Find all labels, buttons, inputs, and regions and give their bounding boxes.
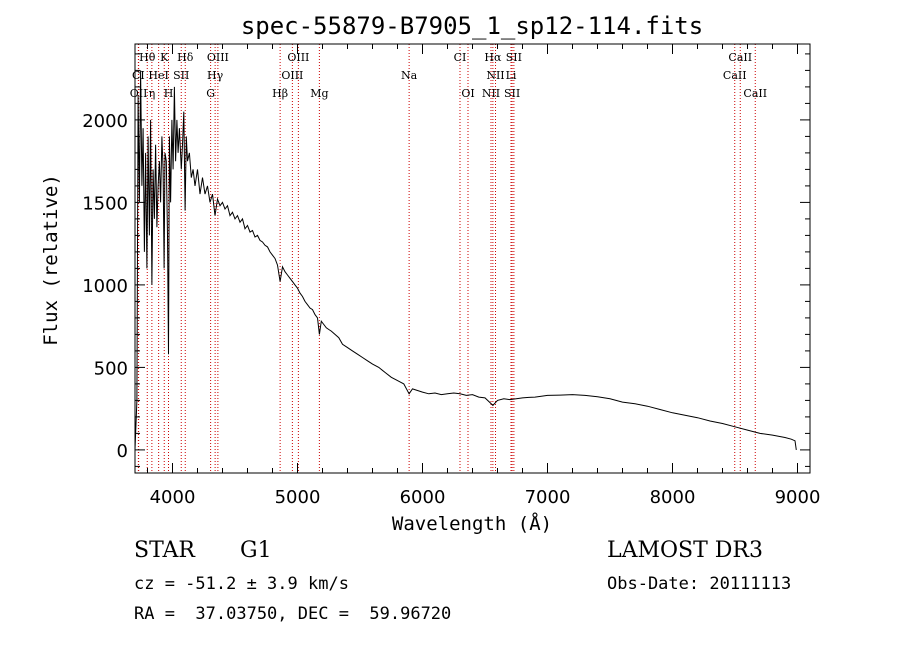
spectral-line-label: Li — [506, 69, 517, 82]
spectral-line-label: OIII — [207, 51, 229, 64]
object-class-label: STAR — [134, 538, 195, 563]
spectral-line-label: Hβ — [272, 87, 288, 100]
y-tick-label: 2000 — [82, 111, 128, 132]
spectral-line-label: CaII — [723, 69, 747, 82]
x-tick-label: 5000 — [275, 487, 321, 508]
x-tick-label: 8000 — [650, 487, 696, 508]
spectral-line-label: SII — [173, 69, 189, 82]
x-axis-label: Wavelength (Å) — [392, 512, 552, 535]
spectral-line-label: H — [164, 87, 174, 100]
spectral-line-label: OIII — [281, 69, 303, 82]
spectral-line-label: HeI — [148, 69, 168, 82]
y-axis-label: Flux (relative) — [40, 174, 62, 346]
spectral-line-label: CaII — [743, 87, 767, 100]
spectral-line-label: G — [206, 87, 215, 100]
spectral-line-label: CI — [132, 69, 145, 82]
y-tick-label: 1500 — [82, 193, 128, 214]
spectral-line-label: OIII — [287, 51, 309, 64]
survey-label: LAMOST DR3 — [607, 538, 763, 563]
plot-frame — [134, 43, 811, 474]
observation-date: Obs-Date: 20111113 — [607, 574, 792, 594]
spectral-line-label: η — [149, 87, 156, 100]
x-tick-label: 9000 — [775, 487, 821, 508]
chart-title: spec-55879-B7905_1_sp12-114.fits — [241, 12, 703, 40]
coordinates: RA = 37.03750, DEC = 59.96720 — [134, 604, 452, 624]
spectral-line-label: CaII — [728, 51, 752, 64]
spectral-line-label: OII — [130, 87, 148, 100]
spectral-line-label: Mg — [310, 87, 328, 100]
spectral-line-label: Hθ — [139, 51, 156, 64]
spectral-line-label: CI — [454, 51, 467, 64]
spectral-line-label: Hδ — [177, 51, 194, 64]
x-tick-label: 4000 — [150, 487, 196, 508]
y-tick-label: 500 — [94, 358, 128, 379]
object-subclass-label: G1 — [240, 538, 272, 563]
spectral-line-label: Hα — [484, 51, 502, 64]
spectral-line-label: SII — [506, 51, 522, 64]
redshift-velocity: cz = -51.2 ± 3.9 km/s — [134, 574, 349, 594]
spectral-line-label: OI — [461, 87, 474, 100]
x-tick-label: 6000 — [400, 487, 446, 508]
spectral-line-label: K — [160, 51, 169, 64]
spectral-line-label: SII — [504, 87, 520, 100]
spectral-line-label: NII — [486, 69, 504, 82]
x-tick-label: 7000 — [525, 487, 571, 508]
y-tick-label: 1000 — [82, 276, 128, 297]
spectral-line-label: NII — [482, 87, 500, 100]
spectrum-flux-line — [134, 70, 797, 450]
spectral-line-label: Hγ — [207, 69, 224, 82]
y-tick-label: 0 — [117, 441, 128, 462]
spectral-line-label: Na — [401, 69, 418, 82]
